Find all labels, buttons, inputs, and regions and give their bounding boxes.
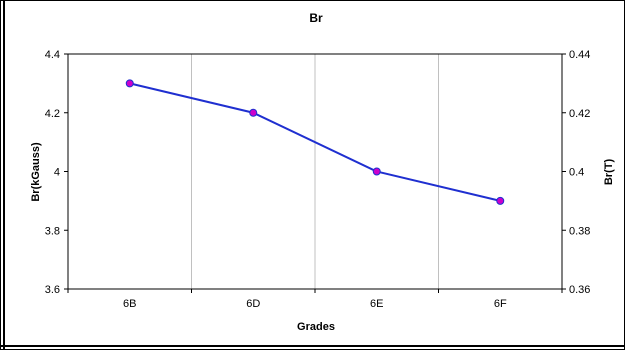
y-tick-label: 3.8 [45,225,60,237]
y-tick-label: 4.4 [45,49,60,61]
y-tick-label: 4 [54,167,60,179]
x-tick-label: 6F [494,298,507,310]
data-point [125,79,134,88]
data-point [372,167,381,176]
x-tick-label: 6D [246,298,260,310]
data-point [496,196,505,205]
y2-axis-title: Br(T) [603,159,615,186]
y2-tick-label: 0.38 [569,225,590,237]
grid-layer [191,54,439,289]
y-tick-label: 3.6 [45,284,60,296]
chart-title: Br [309,11,323,25]
ticks-layer: 3.6 3.8 4 4.2 4.4 0.36 0.38 0.4 0.42 0.44 6B 6D 6E 6F [45,49,591,310]
data-point [249,108,258,117]
y2-tick-label: 0.36 [569,284,590,296]
x-tick-label: 6B [123,298,136,310]
series-layer [125,79,505,205]
y-tick-label: 4.2 [45,108,60,120]
y2-tick-label: 0.44 [569,49,590,61]
x-tick-label: 6E [370,298,383,310]
x-axis-title: Grades [297,321,335,333]
series-line [129,82,501,202]
y2-tick-label: 0.4 [569,167,584,179]
y-axis-title: Br(kGauss) [30,142,42,202]
y2-tick-label: 0.42 [569,108,590,120]
